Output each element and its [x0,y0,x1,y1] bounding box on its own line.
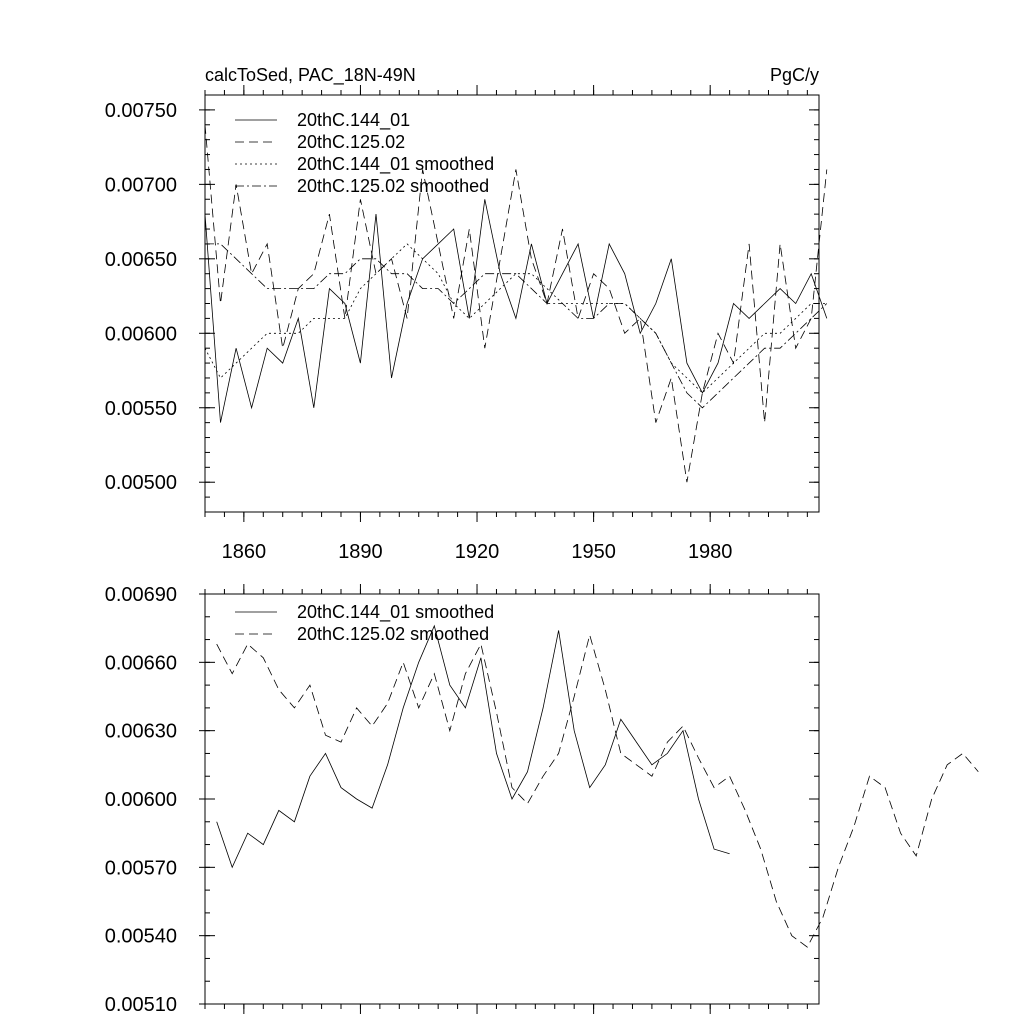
top-panel: calcToSed, PAC_18N-49N PgC/y 0.005000.00… [105,65,828,563]
x-tick-label: 1860 [222,541,267,563]
top-series-group [204,124,828,483]
series-line-2 [216,633,979,948]
legend-label: 20thC.144_01 [297,110,410,131]
legend-label: 20thC.125.02 smoothed [297,176,489,196]
series-line-4 [205,243,828,409]
x-tick-label: 1950 [571,541,616,563]
y-tick-label: 0.00690 [105,584,177,606]
legend-label: 20thC.125.02 smoothed [297,624,489,644]
top-title-left: calcToSed, PAC_18N-49N [205,65,416,86]
bottom-axis-ticks: 0.00510 0.00540 0.00570 0.00600 0.00630 0.006… [105,584,819,1016]
y-tick-label: 0.00510 [105,994,177,1016]
legend-label: 20thC.144_01 smoothed [297,602,494,623]
bottom-series-group [216,624,979,948]
y-tick-label: 0.00630 [105,721,177,743]
y-tick-label: 0.00540 [105,926,177,948]
y-tick-label: 0.00570 [105,857,177,879]
top-title-right: PgC/y [770,65,819,85]
y-tick-label: 0.00500 [105,472,177,494]
x-tick-label: 1890 [338,541,383,563]
y-tick-label: 0.00550 [105,398,177,420]
top-axis-ticks: 0.00500 0.00550 0.00600 0.00650 0.00700 0.007… [105,85,819,563]
series-line-2 [204,124,828,483]
y-tick-label: 0.00600 [105,323,177,345]
series-line-1 [216,624,730,869]
y-tick-label: 0.00600 [105,789,177,811]
y-tick-label: 0.00660 [105,652,177,674]
y-tick-label: 0.00700 [105,174,177,196]
bottom-panel: 0.00510 0.00540 0.00570 0.00600 0.00630 0.006… [105,584,979,1016]
y-tick-label: 0.00650 [105,249,177,271]
y-tick-label: 0.00750 [105,100,177,122]
series-line-1 [204,199,828,423]
legend-label: 20thC.125.02 [297,132,405,152]
x-tick-label: 1980 [688,541,733,563]
legend-label: 20thC.144_01 smoothed [297,154,494,175]
x-tick-label: 1920 [455,541,500,563]
